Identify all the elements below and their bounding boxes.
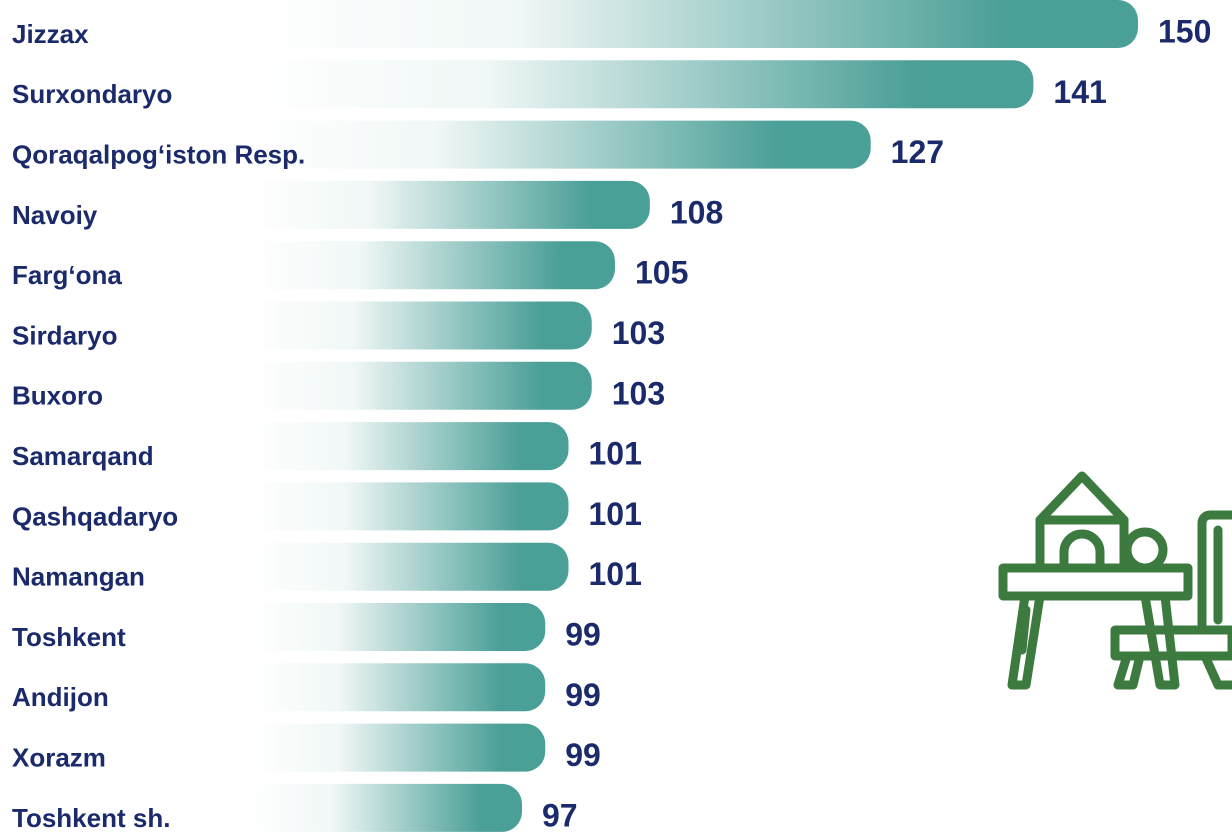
bar — [250, 603, 546, 651]
category-label: Namangan — [12, 562, 145, 592]
value-label: 103 — [612, 375, 665, 411]
playground-icon — [998, 471, 1232, 690]
category-label: Sirdaryo — [12, 320, 118, 350]
bar — [250, 60, 1034, 109]
bar — [250, 241, 615, 290]
value-label: 101 — [588, 496, 641, 532]
bar — [250, 482, 569, 531]
bar — [250, 0, 1138, 48]
category-label: Surxondaryo — [12, 79, 172, 109]
value-label: 101 — [588, 556, 641, 592]
value-label: 103 — [612, 315, 665, 351]
bar — [250, 422, 569, 471]
category-label: Samarqand — [12, 441, 154, 471]
value-label: 150 — [1158, 13, 1211, 49]
category-label: Toshkent — [12, 622, 126, 652]
value-label: 105 — [635, 255, 688, 291]
value-label: 97 — [542, 797, 578, 833]
bar — [250, 783, 522, 832]
value-label: 141 — [1053, 74, 1106, 110]
bar — [250, 361, 592, 410]
bar — [250, 301, 592, 350]
bar — [250, 542, 569, 591]
category-label: Navoiy — [12, 200, 98, 230]
category-label: Toshkent sh. — [12, 803, 170, 833]
value-label: 101 — [588, 436, 641, 472]
value-label: 99 — [565, 677, 601, 713]
value-label: 127 — [891, 134, 944, 170]
category-label: Qashqadaryo — [12, 501, 178, 531]
category-label: Andijon — [12, 682, 109, 712]
bar — [250, 663, 546, 712]
bars — [250, 0, 1138, 832]
bar — [250, 120, 871, 169]
category-label: Qoraqalpog‘iston Resp. — [12, 139, 305, 169]
bar — [250, 180, 650, 229]
bar — [250, 723, 546, 772]
category-label: Xorazm — [12, 742, 106, 772]
category-label: Farg‘ona — [12, 260, 122, 290]
value-label: 99 — [565, 616, 601, 652]
category-label: Jizzax — [12, 19, 89, 49]
value-label: 108 — [670, 194, 723, 230]
category-label: Buxoro — [12, 381, 103, 411]
value-label: 99 — [565, 737, 601, 773]
